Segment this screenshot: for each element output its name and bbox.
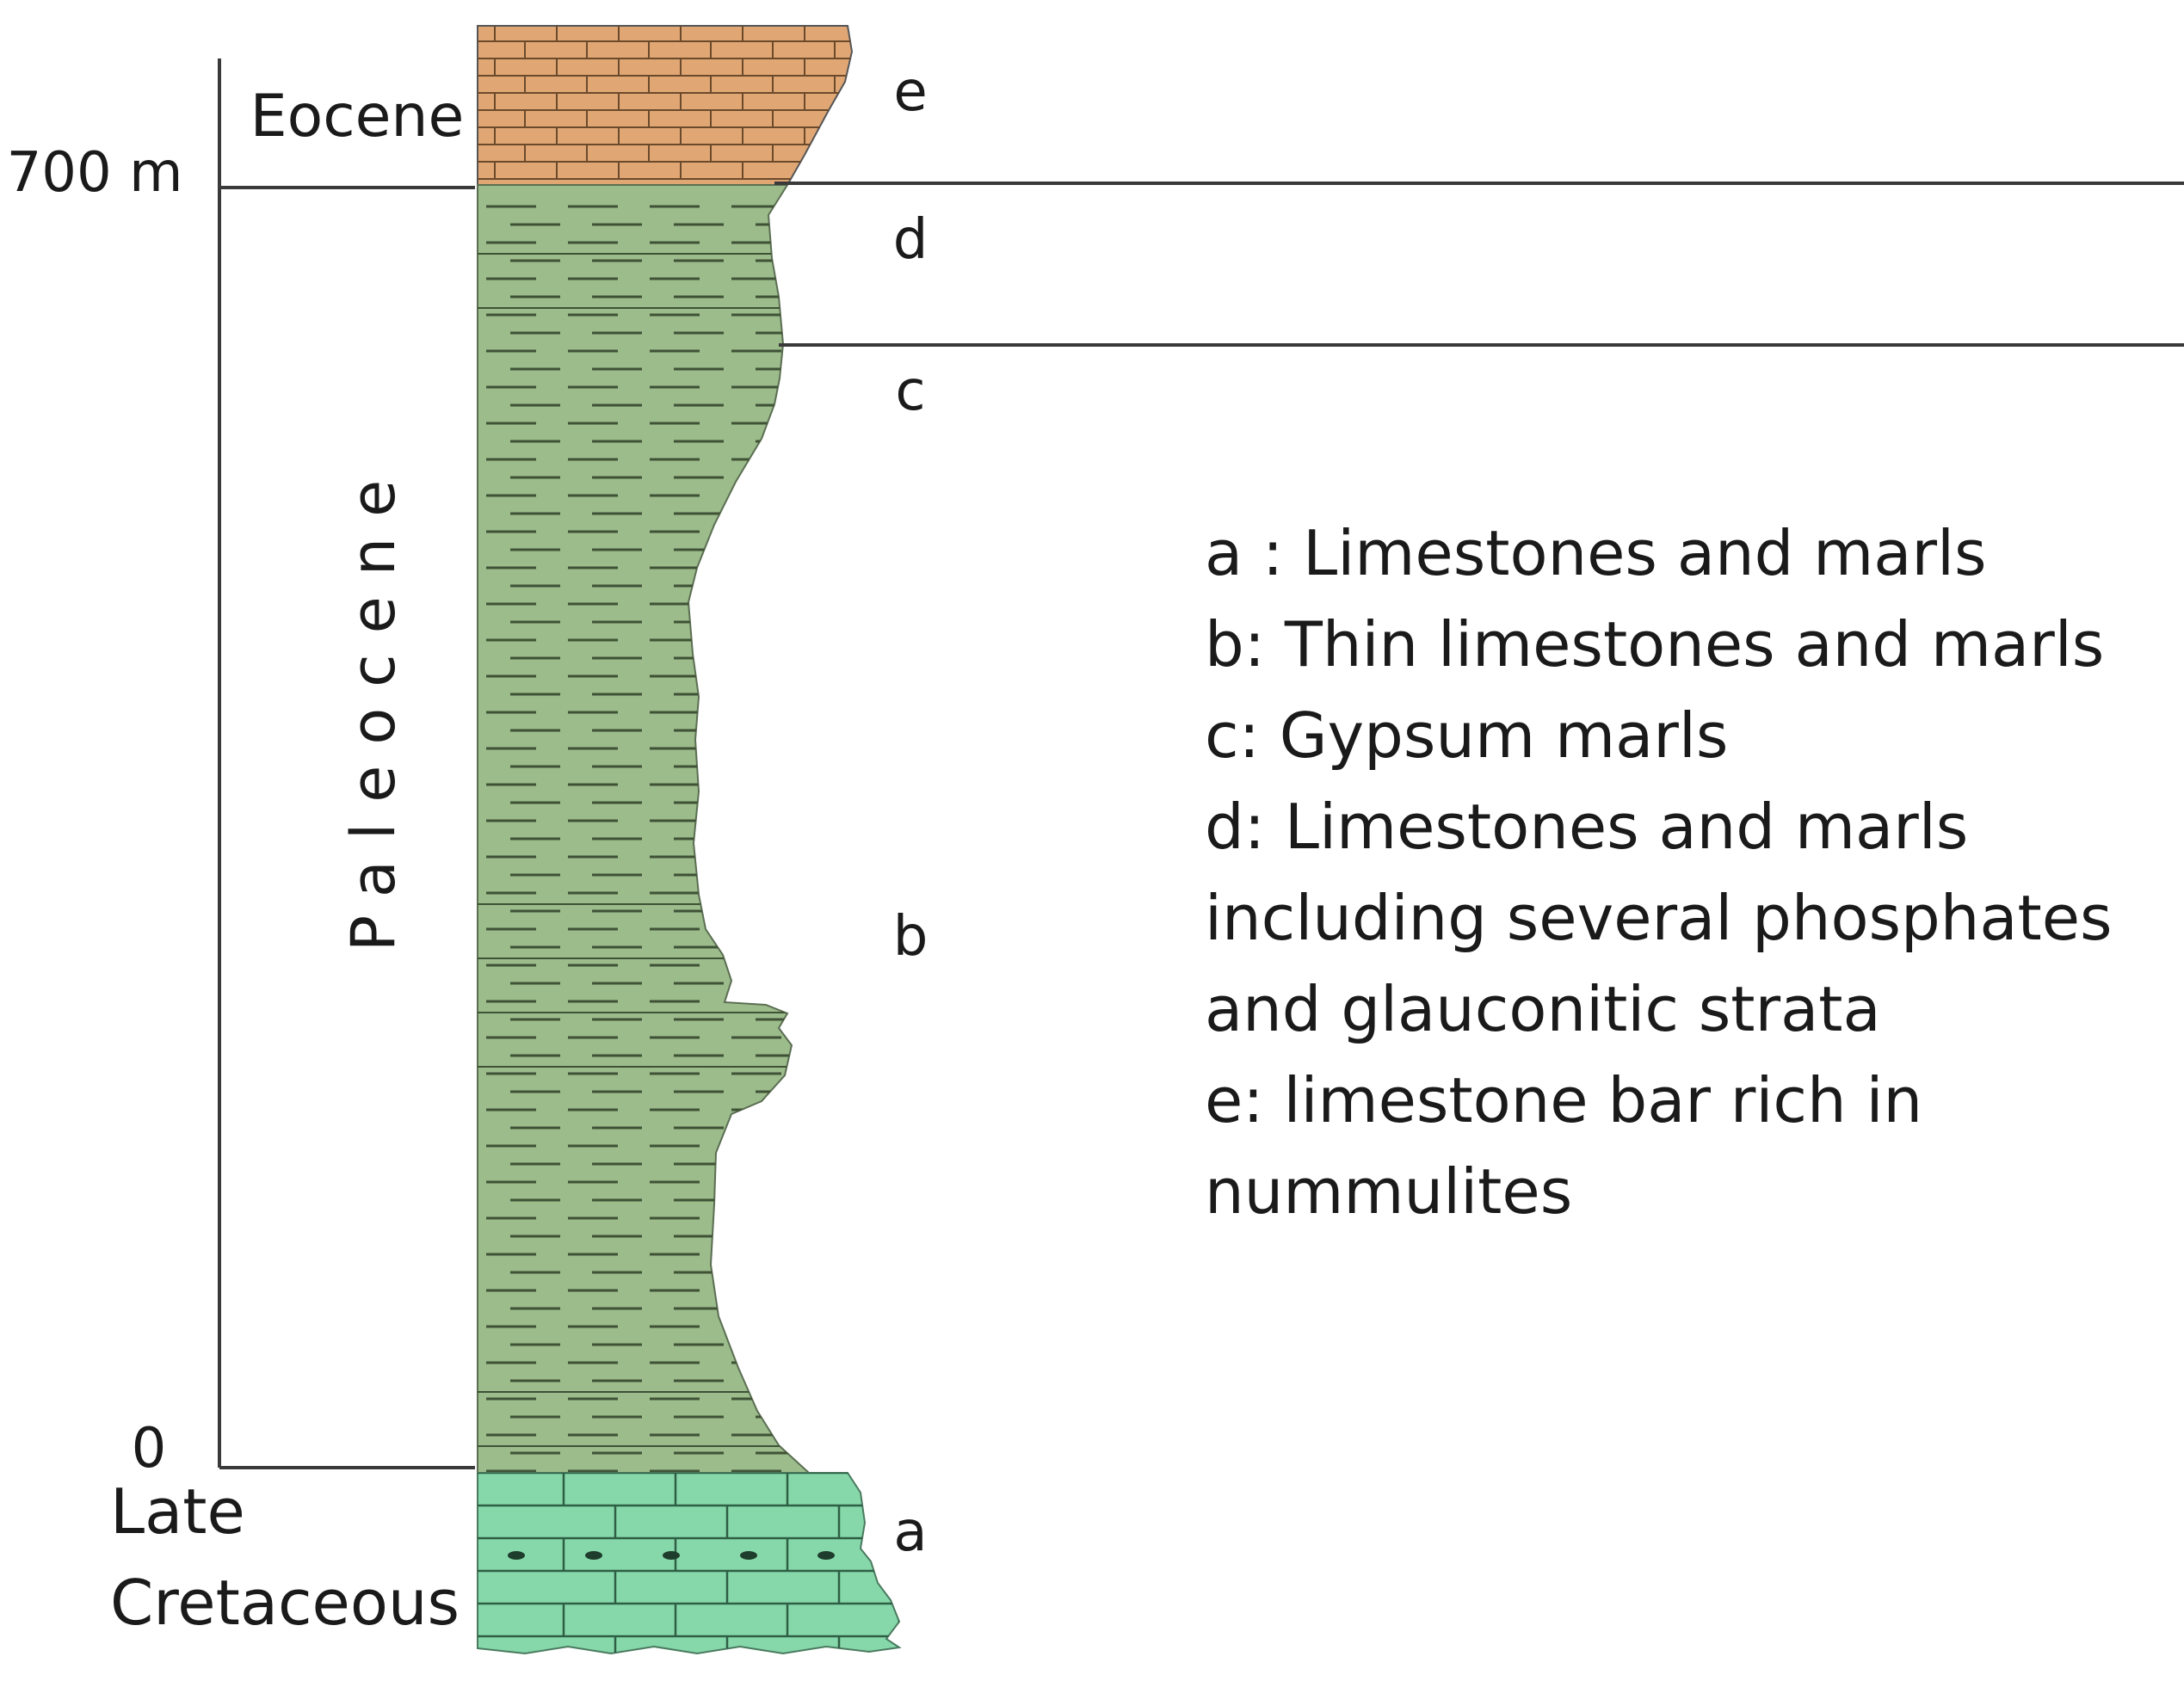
eocene-limestone-layer [477,25,854,186]
unit-boundary-lines [774,182,2184,347]
nodule-mark [663,1551,680,1560]
cretaceous-layer-fill [477,1472,902,1655]
legend-line: d: Limestones and marls [1205,791,1969,863]
nodule-mark [817,1551,835,1560]
late-cretaceous-label-line1: Late [110,1475,245,1548]
late-cretaceous-label-line2: Cretaceous [110,1567,460,1639]
nodule-mark [585,1551,602,1560]
legend-line: nummulites [1205,1155,1573,1228]
legend-line: e: limestone bar rich in [1205,1064,1923,1136]
unit-label-a: a [893,1500,927,1564]
paleocene-label: Paleocene [338,459,409,951]
unit-label-c: c [895,360,925,423]
eocene-label: Eocene [250,83,465,151]
legend-line: c: Gypsum marls [1205,699,1729,772]
paleocene-marl-layer [477,184,811,1474]
nodule-mark [740,1551,757,1560]
lithology-legend: a : Limestones and marls b: Thin limesto… [1205,508,2160,1237]
unit-label-e: e [893,60,927,124]
cretaceous-limestone-layer [477,1472,902,1655]
legend-line: and glauconitic strata [1205,973,1881,1045]
legend-line: including several phosphates [1205,882,2113,954]
nodule-mark [508,1551,525,1560]
scale-bottom-label: 0 [132,1417,167,1481]
thickness-scale-bar [218,58,475,1469]
unit-label-d: d [893,208,929,272]
unit-label-b: b [893,905,929,969]
legend-line: b: Thin limestones and marls [1205,608,2105,680]
legend-line: a : Limestones and marls [1205,517,1987,589]
scale-top-label: 700 m [7,141,183,205]
paleocene-layer-fill [477,184,811,1474]
